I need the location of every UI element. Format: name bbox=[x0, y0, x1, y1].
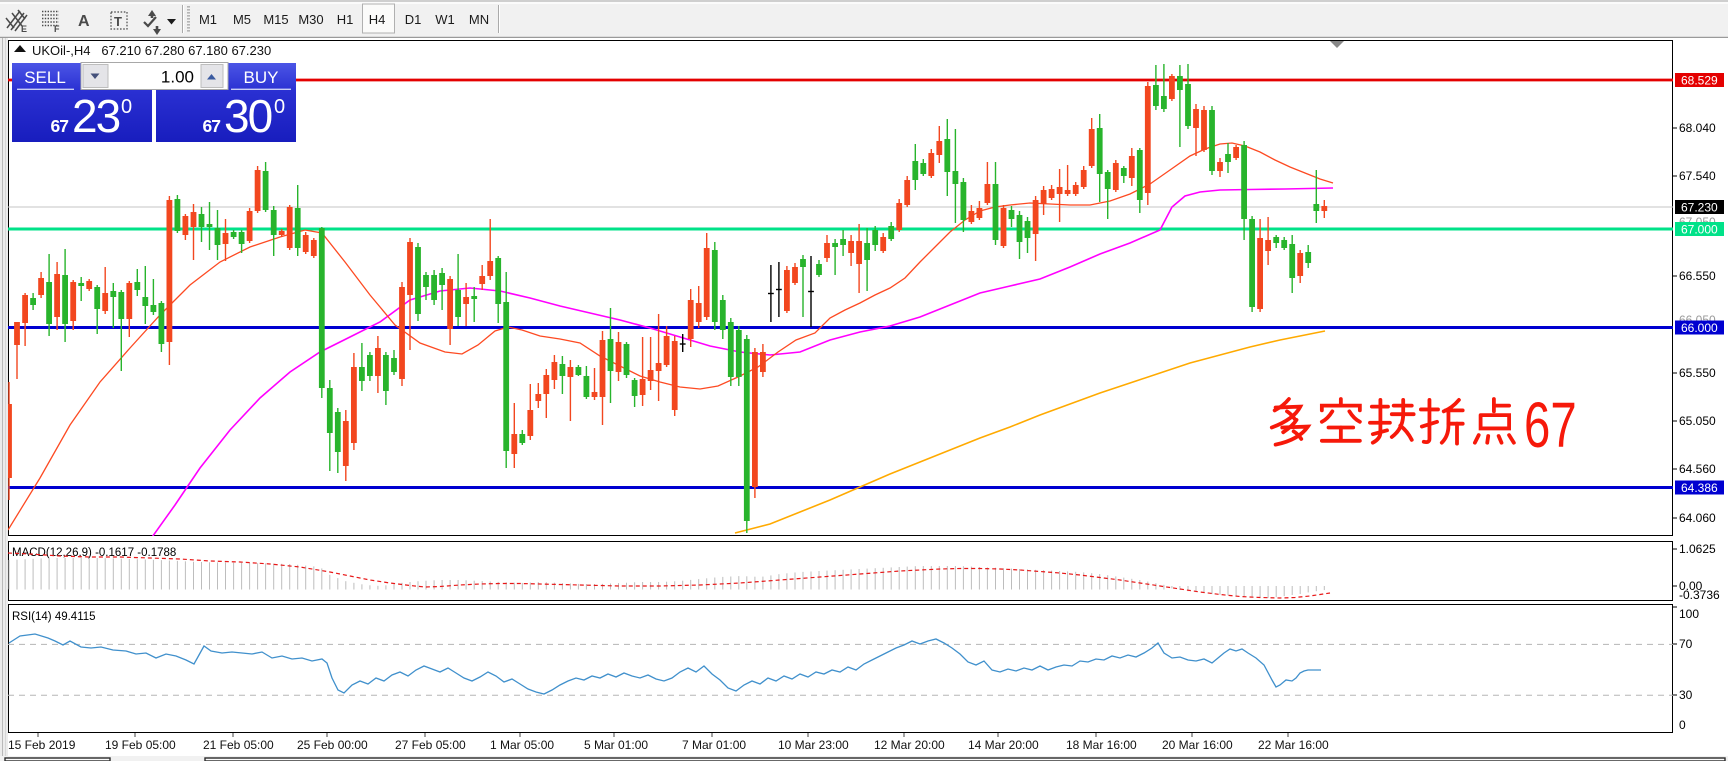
svg-text:SELL: SELL bbox=[24, 68, 66, 87]
svg-text:65.050: 65.050 bbox=[1679, 414, 1716, 428]
svg-text:70: 70 bbox=[1679, 637, 1693, 651]
svg-text:64.386: 64.386 bbox=[1681, 481, 1718, 495]
svg-text:F: F bbox=[54, 24, 60, 34]
svg-text:67.540: 67.540 bbox=[1679, 169, 1716, 183]
svg-text:65.550: 65.550 bbox=[1679, 366, 1716, 380]
svg-text:MN: MN bbox=[469, 12, 489, 27]
svg-text:64.060: 64.060 bbox=[1679, 511, 1716, 525]
svg-text:22 Mar 16:00: 22 Mar 16:00 bbox=[1258, 738, 1329, 752]
svg-text:T: T bbox=[114, 14, 122, 29]
svg-text:68.529: 68.529 bbox=[1681, 74, 1718, 88]
svg-text:100: 100 bbox=[1679, 607, 1699, 621]
svg-text:21 Feb 05:00: 21 Feb 05:00 bbox=[203, 738, 274, 752]
svg-text:0: 0 bbox=[121, 96, 132, 118]
svg-text:27 Feb 05:00: 27 Feb 05:00 bbox=[395, 738, 466, 752]
svg-text:5 Mar 01:00: 5 Mar 01:00 bbox=[584, 738, 648, 752]
svg-text:66.000: 66.000 bbox=[1681, 321, 1718, 335]
svg-text:67.000: 67.000 bbox=[1681, 223, 1718, 237]
svg-text:RSI(14) 49.4115: RSI(14) 49.4115 bbox=[12, 611, 96, 623]
svg-text:UKOil-,H4 67.210 67.280 67.1: UKOil-,H4 67.210 67.280 67.180 67.230 bbox=[32, 43, 271, 58]
svg-text:W1: W1 bbox=[435, 12, 455, 27]
svg-text:68.040: 68.040 bbox=[1679, 121, 1716, 135]
svg-text:67.230: 67.230 bbox=[1681, 201, 1718, 215]
svg-text:64.560: 64.560 bbox=[1679, 462, 1716, 476]
svg-text:14 Mar 20:00: 14 Mar 20:00 bbox=[968, 738, 1039, 752]
svg-text:E: E bbox=[21, 24, 27, 34]
svg-text:1 Mar 05:00: 1 Mar 05:00 bbox=[490, 738, 554, 752]
svg-text:66.550: 66.550 bbox=[1679, 269, 1716, 283]
svg-text:67: 67 bbox=[1524, 389, 1577, 461]
svg-text:0.00: 0.00 bbox=[1679, 579, 1703, 593]
svg-text:15 Feb 2019: 15 Feb 2019 bbox=[8, 738, 76, 752]
svg-text:23: 23 bbox=[72, 90, 120, 142]
svg-text:H4: H4 bbox=[369, 12, 386, 27]
svg-text:7 Mar 01:00: 7 Mar 01:00 bbox=[682, 738, 746, 752]
svg-text:18 Mar 16:00: 18 Mar 16:00 bbox=[1066, 738, 1137, 752]
svg-text:BUY: BUY bbox=[244, 68, 279, 87]
svg-text:67: 67 bbox=[203, 116, 221, 136]
svg-text:12 Mar 20:00: 12 Mar 20:00 bbox=[874, 738, 945, 752]
svg-text:M5: M5 bbox=[233, 12, 251, 27]
svg-text:1.00: 1.00 bbox=[161, 68, 194, 87]
svg-text:67: 67 bbox=[51, 116, 69, 136]
svg-text:19 Feb 05:00: 19 Feb 05:00 bbox=[105, 738, 176, 752]
svg-text:M30: M30 bbox=[298, 12, 323, 27]
svg-text:20 Mar 16:00: 20 Mar 16:00 bbox=[1162, 738, 1233, 752]
svg-text:30: 30 bbox=[224, 90, 272, 142]
svg-text:D1: D1 bbox=[405, 12, 422, 27]
svg-text:0: 0 bbox=[274, 96, 285, 118]
svg-text:25 Feb 00:00: 25 Feb 00:00 bbox=[297, 738, 368, 752]
svg-text:-0.3736: -0.3736 bbox=[1679, 588, 1720, 602]
svg-text:1.0625: 1.0625 bbox=[1679, 542, 1716, 556]
svg-text:30: 30 bbox=[1679, 688, 1693, 702]
svg-text:M1: M1 bbox=[199, 12, 217, 27]
svg-text:M15: M15 bbox=[263, 12, 288, 27]
svg-text:A: A bbox=[78, 13, 90, 30]
svg-text:10 Mar 23:00: 10 Mar 23:00 bbox=[778, 738, 849, 752]
svg-text:0: 0 bbox=[1679, 718, 1686, 732]
svg-text:H1: H1 bbox=[337, 12, 354, 27]
